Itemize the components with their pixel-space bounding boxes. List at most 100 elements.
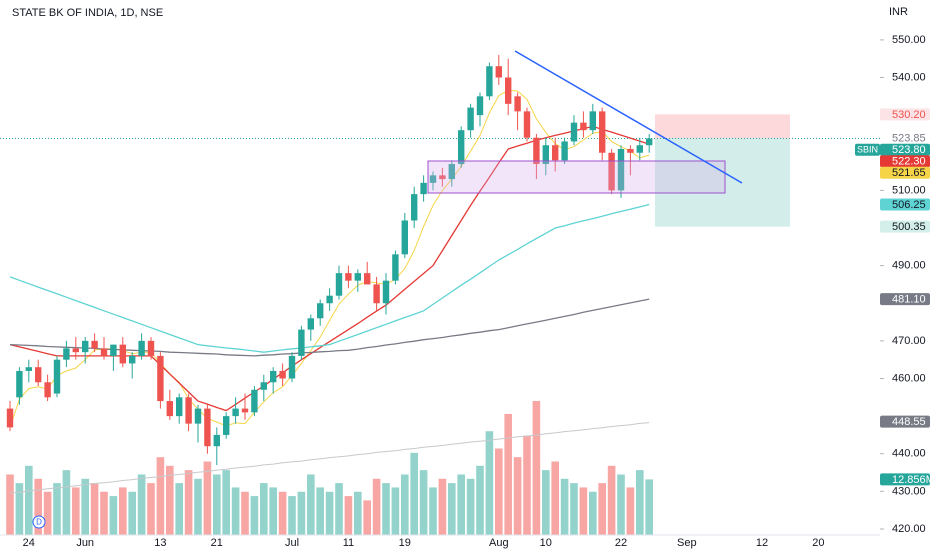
volume-bar — [636, 470, 644, 535]
candle-body — [25, 367, 32, 371]
candle-body — [16, 370, 23, 398]
candle-body — [589, 111, 596, 131]
candle-body — [382, 280, 390, 304]
symbol-tag-label: SBIN — [857, 145, 878, 155]
y-tick-label: 420.00 — [892, 523, 926, 535]
y-tick-label: 460.00 — [892, 372, 926, 384]
dividend-marker — [32, 515, 46, 529]
candle-body — [448, 164, 455, 180]
volume-bar — [354, 491, 362, 535]
volume-tag — [880, 473, 930, 486]
candle-body — [411, 194, 418, 221]
candle-body — [476, 96, 484, 116]
volume-bar — [222, 470, 230, 535]
candle-body — [176, 397, 183, 417]
axis-layer: 550.00 540.00 510.00 490.00 470.00 460.00 440.… — [23, 34, 932, 549]
volume-bar — [429, 487, 437, 535]
volume-bar — [109, 496, 118, 535]
y-tick-label: 540.00 — [892, 71, 926, 83]
volume-tag-label: 12.856M — [892, 474, 932, 486]
volume-bar — [156, 457, 165, 535]
candle-body — [232, 408, 239, 417]
price-pane — [0, 54, 880, 535]
price-tag — [880, 166, 930, 179]
candle-body — [373, 284, 380, 304]
candle-body — [420, 182, 427, 195]
candle-body — [636, 145, 643, 153]
candle-body — [129, 355, 136, 364]
volume-bar — [34, 478, 42, 535]
price-tag — [880, 155, 930, 168]
price-tag-label: 523.85 — [892, 133, 926, 145]
price-tag-label: 506.25 — [892, 199, 926, 211]
currency-label: INR — [889, 6, 908, 18]
volume-ma-line — [9, 422, 650, 494]
x-tick-label: 20 — [812, 537, 824, 549]
price-tag-label: 521.65 — [892, 167, 926, 179]
right-axis — [880, 0, 932, 550]
volume-bar — [43, 491, 52, 535]
candle-body — [599, 111, 606, 153]
price-tag-label: 481.10 — [892, 294, 926, 306]
volume-bar — [438, 478, 447, 535]
candle-body — [6, 408, 14, 428]
volume-bar — [607, 465, 616, 535]
x-tick-label: Jun — [76, 537, 94, 549]
candle-body — [204, 408, 211, 447]
x-tick-label: 12 — [756, 537, 768, 549]
volume-bar — [645, 479, 653, 535]
stop-zone — [655, 114, 790, 139]
volume-bar — [391, 487, 400, 535]
candle-body — [467, 107, 474, 131]
price-tag-label: 530.20 — [892, 109, 926, 121]
candle-body — [608, 152, 615, 191]
x-tick-label: 24 — [23, 537, 35, 549]
volume-bar — [589, 491, 597, 535]
candle-body — [326, 295, 333, 304]
price-tag — [880, 415, 930, 428]
volume-bar — [551, 461, 559, 535]
volume-bar — [448, 483, 456, 535]
candle-body — [194, 408, 202, 424]
zone-rectangle — [427, 160, 726, 194]
volume-bar — [617, 474, 625, 535]
volume-bar — [466, 478, 475, 535]
volume-bar — [288, 496, 296, 535]
candle-body — [288, 355, 296, 379]
volume-bar — [260, 483, 268, 535]
x-tick-label: 21 — [211, 537, 223, 549]
candle-body — [392, 254, 399, 281]
volume-bar — [194, 478, 202, 535]
volume-bar — [523, 435, 531, 535]
volume-bar — [532, 400, 541, 535]
candle-body — [486, 66, 493, 97]
volume-bar — [297, 491, 306, 535]
price-tag — [880, 220, 930, 233]
candle-body — [364, 273, 371, 285]
x-tick-label: 19 — [399, 537, 411, 549]
price-tag-label: 448.55 — [892, 416, 926, 428]
volume-bar — [231, 487, 240, 535]
candle-body — [646, 138, 653, 146]
candle-body — [335, 273, 343, 296]
volume-bar — [626, 487, 635, 535]
candle-body — [533, 137, 540, 165]
candle-body — [279, 370, 286, 379]
volume-bar — [175, 483, 183, 535]
candle-body — [100, 348, 108, 356]
candle-body — [298, 329, 305, 356]
x-tick-label: Sep — [677, 537, 697, 549]
candle-body — [345, 273, 352, 281]
volume-bar — [241, 491, 249, 535]
candle-body — [580, 122, 587, 131]
price-tag-label: 523.80 — [892, 144, 926, 156]
candle-body — [157, 355, 164, 402]
candle-body — [213, 434, 220, 447]
symbol-tag — [855, 143, 880, 156]
volume-bar — [476, 465, 484, 535]
volume-bar — [213, 474, 221, 535]
volume-bar — [579, 487, 588, 535]
x-tick-label: 10 — [540, 537, 552, 549]
volume-bar — [513, 457, 522, 535]
